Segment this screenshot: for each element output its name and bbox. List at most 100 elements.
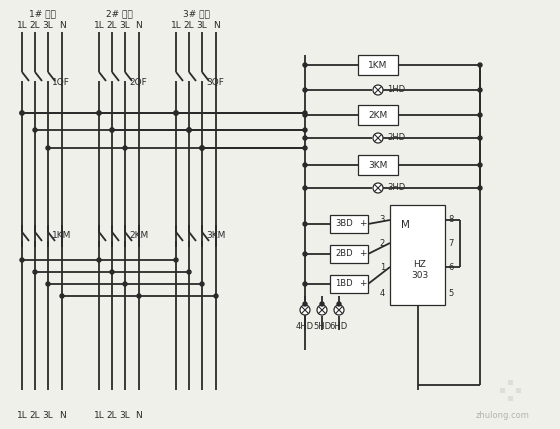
Text: N: N [59, 411, 66, 420]
Circle shape [478, 88, 482, 92]
Text: M: M [400, 220, 409, 230]
Circle shape [303, 282, 307, 286]
Text: 2: 2 [380, 239, 385, 248]
Text: N: N [136, 411, 142, 420]
Text: +: + [360, 249, 367, 258]
Circle shape [97, 111, 101, 115]
Text: 3KM: 3KM [206, 230, 225, 239]
Text: 3# 电源: 3# 电源 [183, 9, 209, 18]
Bar [507, 396, 512, 401]
Bar [358, 155, 398, 175]
Circle shape [110, 128, 114, 132]
Text: 4HD: 4HD [296, 322, 314, 331]
Circle shape [174, 111, 178, 115]
Text: 3HD: 3HD [387, 184, 405, 193]
Circle shape [200, 146, 204, 150]
Circle shape [334, 305, 344, 315]
Circle shape [187, 128, 191, 132]
Circle shape [123, 146, 127, 150]
Text: +: + [360, 279, 367, 288]
Circle shape [337, 302, 341, 306]
Circle shape [187, 128, 191, 132]
Text: 1: 1 [380, 263, 385, 272]
Text: 1L: 1L [171, 21, 181, 30]
Circle shape [137, 294, 141, 298]
Text: 2KM: 2KM [368, 111, 388, 120]
Circle shape [303, 146, 307, 150]
Circle shape [46, 282, 50, 286]
Circle shape [60, 294, 64, 298]
Text: 2QF: 2QF [129, 78, 147, 87]
Text: 3: 3 [380, 215, 385, 224]
Circle shape [478, 113, 482, 117]
Circle shape [373, 85, 383, 95]
Text: 3KM: 3KM [368, 160, 388, 169]
Text: N: N [213, 21, 220, 30]
Text: 1BD: 1BD [335, 280, 353, 288]
Circle shape [320, 302, 324, 306]
Circle shape [478, 186, 482, 190]
Text: 2L: 2L [107, 21, 117, 30]
Circle shape [46, 146, 50, 150]
Text: 3L: 3L [43, 411, 53, 420]
Text: 2KM: 2KM [129, 230, 148, 239]
Text: 6: 6 [448, 263, 454, 272]
Text: HZ
303: HZ 303 [412, 260, 428, 280]
Text: 2L: 2L [30, 411, 40, 420]
Text: N: N [59, 21, 66, 30]
Text: 5HD: 5HD [313, 322, 331, 331]
Text: 2L: 2L [184, 21, 194, 30]
Circle shape [33, 270, 37, 274]
Text: 3L: 3L [43, 21, 53, 30]
Circle shape [373, 133, 383, 143]
Circle shape [97, 258, 101, 262]
Text: 3L: 3L [120, 411, 130, 420]
Circle shape [478, 136, 482, 140]
Circle shape [187, 270, 191, 274]
Bar [330, 275, 368, 293]
Circle shape [303, 252, 307, 256]
Circle shape [123, 282, 127, 286]
Bar [358, 105, 398, 125]
Circle shape [300, 305, 310, 315]
Text: 1HD: 1HD [387, 85, 405, 94]
Circle shape [373, 183, 383, 193]
Text: 3L: 3L [120, 21, 130, 30]
Circle shape [174, 111, 178, 115]
Text: 4: 4 [380, 288, 385, 297]
Text: zhulong.com: zhulong.com [476, 411, 530, 420]
Circle shape [303, 222, 307, 226]
Bar [500, 387, 505, 393]
Circle shape [97, 111, 101, 115]
Text: 1L: 1L [17, 21, 27, 30]
Bar [516, 387, 520, 393]
Bar [330, 215, 368, 233]
Circle shape [478, 163, 482, 167]
Circle shape [214, 294, 218, 298]
Circle shape [20, 258, 24, 262]
Circle shape [200, 282, 204, 286]
Circle shape [303, 186, 307, 190]
Text: 2# 电源: 2# 电源 [106, 9, 132, 18]
Circle shape [110, 128, 114, 132]
Circle shape [303, 88, 307, 92]
Text: 2L: 2L [107, 411, 117, 420]
Text: 1L: 1L [94, 21, 104, 30]
Text: N: N [136, 21, 142, 30]
Circle shape [200, 146, 204, 150]
Text: 8: 8 [448, 215, 454, 224]
Bar [358, 55, 398, 75]
Text: 2HD: 2HD [387, 133, 405, 142]
Bar [390, 205, 445, 305]
Circle shape [187, 128, 191, 132]
Text: 6HD: 6HD [330, 322, 348, 331]
Circle shape [303, 302, 307, 306]
Circle shape [33, 128, 37, 132]
Bar [330, 245, 368, 263]
Text: 3QF: 3QF [206, 78, 224, 87]
Text: 3BD: 3BD [335, 220, 353, 229]
Circle shape [110, 270, 114, 274]
Text: 1L: 1L [94, 411, 104, 420]
Text: 1# 电源: 1# 电源 [29, 9, 55, 18]
Circle shape [20, 111, 24, 115]
